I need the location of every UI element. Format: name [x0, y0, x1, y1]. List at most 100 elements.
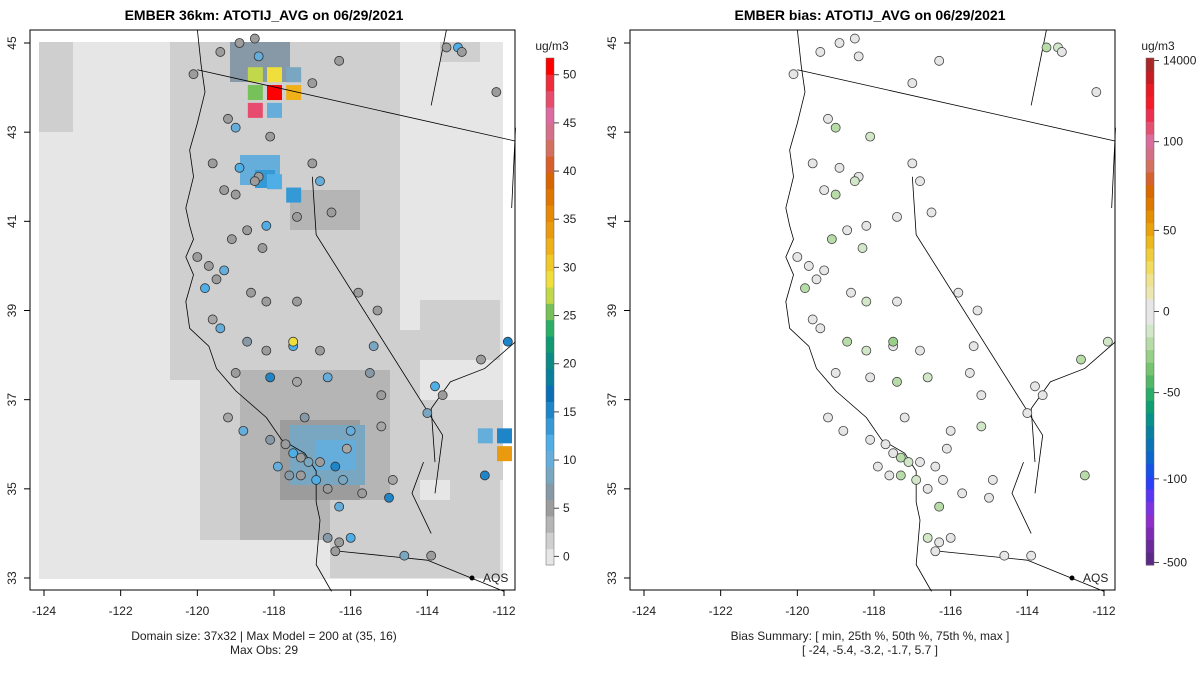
bias-point — [834, 38, 845, 48]
colorbar-swatch — [546, 319, 554, 337]
y-tick-label: 37 — [5, 393, 19, 407]
obs-point — [334, 501, 345, 512]
obs-point — [426, 550, 437, 561]
obs-point — [234, 38, 245, 48]
bias-point — [976, 390, 987, 401]
bias-point — [972, 305, 983, 316]
bias-point — [803, 261, 814, 271]
obs-point — [265, 372, 276, 383]
x-tick-label: -120 — [785, 604, 809, 618]
colorbar-swatch — [546, 172, 554, 190]
colorbar-swatch — [1146, 514, 1154, 528]
grid-cell — [286, 67, 302, 83]
obs-point — [223, 113, 233, 124]
y-tick-label: 41 — [5, 214, 19, 228]
x-tick-label: -112 — [1092, 604, 1115, 618]
bias-point — [888, 336, 899, 347]
colorbar-swatch — [1146, 134, 1154, 148]
grid-cell — [247, 102, 263, 118]
bias-point — [930, 461, 941, 472]
colorbar-swatch — [546, 123, 554, 141]
colorbar-swatch — [1146, 362, 1154, 376]
colorbar-swatch — [546, 532, 554, 550]
colorbar-swatch — [1146, 70, 1154, 84]
obs-point — [219, 185, 230, 196]
x-tick-label: -118 — [262, 604, 285, 618]
x-tick-label: -116 — [939, 604, 962, 618]
grid-cell — [267, 67, 282, 83]
obs-point — [422, 408, 433, 418]
obs-point — [330, 546, 341, 557]
obs-point — [230, 122, 241, 133]
y-tick-label: 37 — [605, 393, 619, 407]
bias-point — [1041, 42, 1052, 53]
colorbar-swatch — [546, 205, 554, 223]
bias-point — [922, 372, 933, 383]
bias-point — [892, 211, 902, 222]
colorbar-swatch — [1146, 172, 1154, 186]
obs-point — [368, 341, 379, 352]
obs-point — [334, 55, 345, 66]
colorbar-swatch — [1146, 273, 1154, 287]
bias-point — [819, 185, 830, 196]
bias-point — [930, 546, 941, 557]
obs-point — [364, 368, 375, 378]
obs-point — [341, 443, 352, 454]
obs-point — [215, 47, 226, 57]
obs-point — [200, 283, 210, 294]
obs-point-max — [288, 336, 299, 347]
obs-point — [230, 189, 241, 200]
colorbar-swatch — [546, 139, 554, 157]
x-tick-label: -124 — [32, 604, 56, 618]
bias-point — [1022, 408, 1033, 418]
colorbar-swatch — [1146, 311, 1154, 325]
left-obs-points — [188, 33, 513, 561]
colorbar-tick-label: 0 — [563, 549, 570, 563]
x-tick-label: -120 — [185, 604, 209, 618]
colorbar-swatch — [1146, 425, 1154, 439]
bias-point — [968, 341, 979, 352]
colorbar-swatch — [546, 434, 554, 452]
bias-point — [1079, 470, 1090, 481]
bias-point — [819, 265, 830, 276]
bias-point — [849, 33, 860, 44]
colorbar-swatch — [546, 107, 554, 124]
colorbar-swatch — [546, 368, 554, 386]
colorbar-swatch — [1146, 387, 1154, 401]
bias-point — [853, 51, 864, 62]
obs-point — [246, 287, 256, 298]
bias-point — [1102, 336, 1113, 347]
bias-point — [865, 372, 876, 383]
y-tick-label: 33 — [605, 571, 619, 585]
obs-point — [315, 176, 325, 187]
bias-point — [830, 189, 841, 200]
obs-point — [334, 537, 345, 548]
bias-point — [888, 448, 899, 459]
obs-point — [476, 354, 486, 365]
obs-point — [261, 345, 272, 356]
bias-point — [934, 537, 945, 548]
colorbar-swatch — [1146, 438, 1154, 452]
obs-point — [192, 252, 203, 262]
bias-point — [922, 483, 933, 494]
y-tick-label: 41 — [605, 214, 619, 228]
bias-point — [915, 345, 925, 356]
right-aqs-marker — [1069, 575, 1075, 581]
obs-point — [456, 47, 467, 57]
bias-point — [849, 176, 860, 187]
bias-point — [945, 532, 956, 543]
bias-point — [1037, 390, 1048, 401]
grid-cell — [39, 42, 73, 132]
obs-point — [311, 475, 322, 485]
colorbar-tick-label: 40 — [563, 164, 577, 178]
right-map: AQS — [629, 29, 1116, 592]
colorbar-swatch — [546, 401, 554, 419]
right-caption-line1: Bias Summary: [ min, 25th %, 50th %, 75t… — [731, 629, 1010, 643]
obs-point — [288, 448, 299, 459]
obs-point — [238, 425, 249, 436]
colorbar-swatch — [546, 548, 554, 566]
colorbar-tick-label: 50 — [1163, 223, 1177, 237]
bias-point — [800, 283, 810, 294]
obs-point — [223, 412, 233, 423]
